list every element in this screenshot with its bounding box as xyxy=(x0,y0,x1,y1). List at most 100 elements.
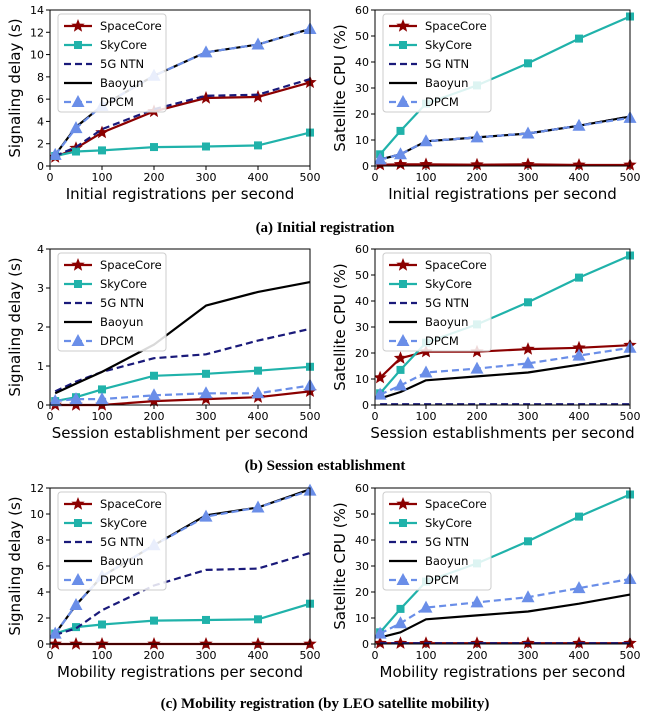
legend-marker xyxy=(71,497,85,510)
caption-a: (a) Initial registration xyxy=(256,220,396,236)
data-point xyxy=(199,637,213,650)
x-axis-label: Mobility registrations per second xyxy=(57,663,303,681)
chart-1: 0 100 200 300 400 500 0 10 20 30 40 50 60 Initial reg… xyxy=(331,4,641,203)
data-point xyxy=(95,398,109,411)
caption-c: (c) Mobility registration (by LEO satell… xyxy=(161,696,490,712)
data-point xyxy=(375,387,387,400)
x-tick-label: 400 xyxy=(569,649,590,662)
x-tick-label: 300 xyxy=(518,171,539,184)
x-tick-label: 300 xyxy=(518,649,539,662)
x-tick-label: 200 xyxy=(467,649,488,662)
x-tick-label: 200 xyxy=(467,171,488,184)
data-point xyxy=(72,147,80,156)
data-point xyxy=(251,37,265,50)
x-tick-label: 100 xyxy=(416,410,437,423)
data-point xyxy=(254,141,262,150)
x-tick-label: 100 xyxy=(92,649,113,662)
data-point xyxy=(419,600,433,613)
y-tick-label: 40 xyxy=(355,295,369,308)
legend-label: 5G NTN xyxy=(100,535,144,549)
data-point xyxy=(396,604,405,613)
legend-label: SkyCore xyxy=(425,277,472,291)
y-tick-label: 0 xyxy=(37,638,44,651)
y-tick-label: 4 xyxy=(37,586,44,599)
legend-label: 5G NTN xyxy=(425,296,469,310)
data-point xyxy=(98,620,106,629)
y-tick-label: 10 xyxy=(30,49,44,62)
data-point xyxy=(147,394,161,407)
series-line xyxy=(379,593,631,639)
data-point xyxy=(575,34,583,43)
data-point xyxy=(254,366,262,375)
data-point xyxy=(396,126,405,135)
data-point xyxy=(202,369,210,378)
series-layer xyxy=(375,490,637,649)
x-tick-label: 100 xyxy=(92,171,113,184)
plot-frame xyxy=(49,248,311,406)
series-line xyxy=(379,115,631,161)
y-tick-label: 50 xyxy=(355,269,369,282)
y-tick-label: 60 xyxy=(355,4,369,17)
x-tick-label: 100 xyxy=(416,649,437,662)
series-line xyxy=(55,384,311,403)
data-point xyxy=(524,59,532,68)
data-point xyxy=(521,342,535,355)
legend-marker xyxy=(396,497,410,510)
plot-frame xyxy=(374,248,631,406)
x-tick-label: 500 xyxy=(620,171,641,184)
x-tick-label: 400 xyxy=(569,171,590,184)
legend-marker xyxy=(399,280,407,288)
series-line xyxy=(54,327,311,393)
data-point xyxy=(575,273,583,282)
data-point xyxy=(521,590,535,603)
x-tick-label: 400 xyxy=(248,649,269,662)
x-tick-label: 200 xyxy=(467,410,488,423)
data-point xyxy=(470,636,484,649)
x-tick-label: 500 xyxy=(300,171,321,184)
plot-frame xyxy=(374,487,631,645)
data-point xyxy=(50,626,62,639)
x-axis-label: Mobility registrations per second xyxy=(380,663,626,681)
data-point xyxy=(521,356,535,369)
chart-4: 0 100 200 300 400 500 0 2 4 6 8 10 12 Mobility regist… xyxy=(6,482,321,681)
legend-marker xyxy=(74,519,82,527)
y-tick-label: 50 xyxy=(355,508,369,521)
legend-marker xyxy=(399,519,407,527)
y-tick-label: 0 xyxy=(362,160,369,173)
data-point xyxy=(95,392,109,405)
data-point xyxy=(50,637,62,650)
legend-label: Baoyun xyxy=(100,554,143,568)
chart-5: 0 100 200 300 400 500 0 10 20 30 40 50 60 Mobility re… xyxy=(331,482,641,681)
legend-marker xyxy=(74,41,82,49)
y-tick-label: 0 xyxy=(362,638,369,651)
legend-label: Baoyun xyxy=(100,315,143,329)
y-tick-label: 30 xyxy=(355,321,369,334)
x-tick-label: 200 xyxy=(144,410,165,423)
data-point xyxy=(375,152,387,165)
data-point xyxy=(147,637,161,650)
y-tick-label: 20 xyxy=(355,586,369,599)
legend-label: SkyCore xyxy=(425,38,472,52)
plot-frame xyxy=(49,487,311,645)
legend-label: SpaceCore xyxy=(425,258,487,272)
x-tick-label: 300 xyxy=(196,410,217,423)
legend-marker xyxy=(396,573,410,585)
data-point xyxy=(575,512,583,521)
data-point xyxy=(524,537,532,546)
x-axis-label: Initial registrations per second xyxy=(66,185,295,203)
data-point xyxy=(375,370,387,384)
x-axis-label: Session establishments per second xyxy=(370,424,634,442)
y-tick-label: 50 xyxy=(355,30,369,43)
data-point xyxy=(95,637,109,650)
legend-marker xyxy=(396,95,410,107)
legend-box xyxy=(57,491,167,591)
y-tick-label: 20 xyxy=(355,347,369,360)
y-tick-label: 2 xyxy=(37,612,44,625)
legend-label: 5G NTN xyxy=(100,296,144,310)
y-tick-label: 8 xyxy=(37,71,44,84)
data-point xyxy=(69,637,83,650)
y-tick-label: 10 xyxy=(30,508,44,521)
legend-label: DPCM xyxy=(425,573,459,587)
